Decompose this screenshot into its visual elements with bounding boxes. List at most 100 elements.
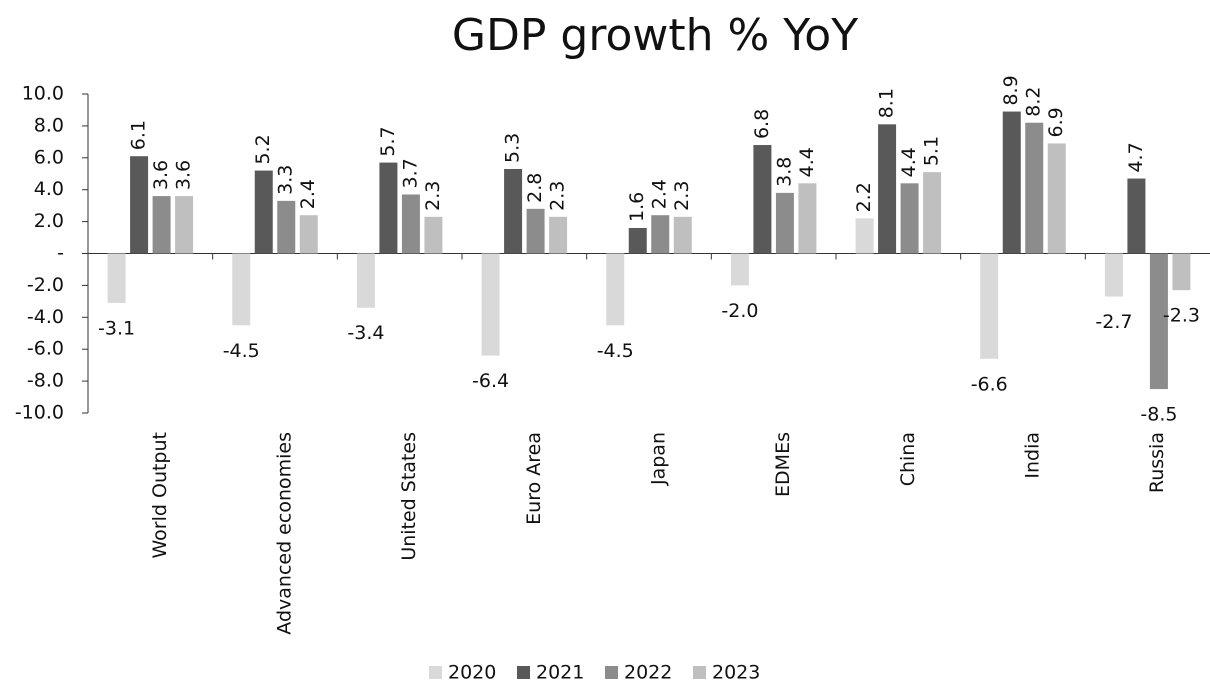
bar xyxy=(1172,253,1191,291)
data-label: -2.0 xyxy=(721,300,758,322)
bar xyxy=(356,253,375,308)
bar xyxy=(798,183,817,254)
data-label: 5.2 xyxy=(252,134,274,164)
data-label: 3.3 xyxy=(275,165,297,195)
y-tick-label: 8.0 xyxy=(34,114,64,136)
legend-label: 2021 xyxy=(536,662,584,683)
bar xyxy=(107,253,126,303)
y-tick-label: 2.0 xyxy=(34,210,64,232)
bar xyxy=(855,218,874,254)
data-label: -6.4 xyxy=(472,370,509,392)
data-label: 2.8 xyxy=(524,173,546,203)
data-label: -6.6 xyxy=(971,373,1008,395)
x-tick-label: Japan xyxy=(648,432,670,486)
bar xyxy=(1025,122,1044,254)
bar xyxy=(549,216,568,254)
x-tick-label: United States xyxy=(398,432,420,561)
data-label: 3.6 xyxy=(150,160,172,190)
x-tick-label: Euro Area xyxy=(523,432,545,525)
bar xyxy=(1127,178,1146,254)
x-tick-label: World Output xyxy=(149,432,171,559)
y-tick-label: -6.0 xyxy=(27,338,64,360)
bar xyxy=(526,208,545,254)
data-label: 4.7 xyxy=(1125,142,1147,172)
bar xyxy=(900,183,919,254)
bar xyxy=(775,192,794,254)
data-label: 1.6 xyxy=(626,192,648,222)
bar xyxy=(277,200,296,254)
legend-label: 2020 xyxy=(448,662,496,683)
data-label: -4.5 xyxy=(223,340,260,362)
bar xyxy=(232,253,251,326)
legend-label: 2023 xyxy=(712,662,760,683)
y-tick-label: -2.0 xyxy=(27,274,64,296)
data-label: 4.4 xyxy=(898,147,920,177)
bar xyxy=(379,162,398,254)
data-label: 4.4 xyxy=(796,147,818,177)
bar xyxy=(628,227,647,254)
bar xyxy=(651,215,670,254)
data-label: 8.1 xyxy=(876,88,898,118)
data-label: 5.1 xyxy=(921,136,943,166)
legend-label: 2022 xyxy=(624,662,672,683)
data-label: 3.8 xyxy=(773,157,795,187)
y-tick-label: -8.0 xyxy=(27,370,64,392)
legend-swatch xyxy=(429,666,442,679)
bar xyxy=(980,253,999,359)
data-label: 2.3 xyxy=(547,181,569,211)
data-label: -2.3 xyxy=(1163,305,1200,327)
bar xyxy=(878,124,897,254)
bar xyxy=(1104,253,1123,297)
x-tick-label: Advanced economies xyxy=(274,432,296,635)
y-tick-label: 10.0 xyxy=(22,83,64,105)
x-tick-label: Russia xyxy=(1146,432,1168,493)
bar xyxy=(923,172,942,254)
data-label: 3.6 xyxy=(173,160,195,190)
bar xyxy=(1002,111,1021,254)
data-label: -2.7 xyxy=(1095,311,1132,333)
data-label: 5.3 xyxy=(502,133,524,163)
legend-swatch xyxy=(605,666,618,679)
data-label: 6.8 xyxy=(751,109,773,139)
data-label: 8.9 xyxy=(1000,75,1022,105)
x-tick-label: India xyxy=(1022,432,1044,479)
data-label: -8.5 xyxy=(1140,404,1177,426)
bar xyxy=(152,196,171,254)
data-label: 6.9 xyxy=(1045,107,1067,137)
y-tick-label: 4.0 xyxy=(34,178,64,200)
bar xyxy=(424,216,443,254)
data-label: -4.5 xyxy=(597,340,634,362)
data-label: 2.4 xyxy=(297,179,319,209)
y-tick-label: - xyxy=(57,242,64,264)
bar xyxy=(481,253,500,356)
data-label: 6.1 xyxy=(128,120,150,150)
data-label: 2.3 xyxy=(422,181,444,211)
data-label: 2.4 xyxy=(649,179,671,209)
legend-swatch xyxy=(693,666,706,679)
x-tick-label: China xyxy=(897,432,919,486)
y-tick-label: -4.0 xyxy=(27,306,64,328)
data-label: 8.2 xyxy=(1023,86,1045,116)
data-label: -3.1 xyxy=(98,317,135,339)
y-tick-label: -10.0 xyxy=(15,402,64,424)
legend-swatch xyxy=(517,666,530,679)
data-label: 5.7 xyxy=(377,126,399,156)
data-label: 2.3 xyxy=(671,181,693,211)
bar xyxy=(673,216,692,254)
bar xyxy=(401,194,420,254)
bar xyxy=(299,215,318,254)
x-tick-label: EDMEs xyxy=(772,432,794,497)
chart-title: GDP growth % YoY xyxy=(452,10,858,61)
data-label: 3.7 xyxy=(399,158,421,188)
bar xyxy=(753,145,772,254)
bar xyxy=(130,156,149,254)
bar xyxy=(254,170,273,254)
bar xyxy=(1149,253,1168,390)
bar xyxy=(730,253,749,286)
bar xyxy=(175,196,194,254)
bar xyxy=(606,253,625,326)
bar xyxy=(504,168,523,254)
data-label: 2.2 xyxy=(853,182,875,212)
y-tick-label: 6.0 xyxy=(34,146,64,168)
bar xyxy=(1047,143,1066,254)
